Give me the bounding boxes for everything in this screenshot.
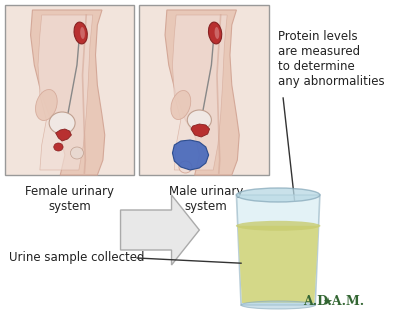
Ellipse shape xyxy=(74,22,87,44)
Text: Urine sample collected: Urine sample collected xyxy=(9,252,145,265)
Polygon shape xyxy=(191,124,210,137)
Ellipse shape xyxy=(236,221,320,231)
Polygon shape xyxy=(236,195,320,305)
Ellipse shape xyxy=(54,143,63,151)
Polygon shape xyxy=(120,195,199,265)
Text: Protein levels
are measured
to determine
any abnormalities: Protein levels are measured to determine… xyxy=(278,30,385,88)
Ellipse shape xyxy=(208,22,222,44)
Ellipse shape xyxy=(70,147,84,159)
Text: ★: ★ xyxy=(322,298,332,308)
Ellipse shape xyxy=(179,161,192,173)
Ellipse shape xyxy=(171,91,191,119)
Polygon shape xyxy=(172,15,227,170)
Text: A.D.A.M.: A.D.A.M. xyxy=(303,295,364,308)
Ellipse shape xyxy=(241,301,315,309)
Polygon shape xyxy=(172,140,209,170)
Bar xyxy=(5,5,134,175)
Polygon shape xyxy=(30,10,105,175)
Text: Female urinary
system: Female urinary system xyxy=(25,185,114,213)
Ellipse shape xyxy=(36,90,57,121)
Ellipse shape xyxy=(215,27,219,39)
Ellipse shape xyxy=(49,112,75,134)
Ellipse shape xyxy=(80,27,85,39)
Polygon shape xyxy=(56,129,71,141)
Bar xyxy=(139,5,269,175)
Polygon shape xyxy=(165,10,239,175)
Polygon shape xyxy=(38,15,93,170)
Text: Male urinary
system: Male urinary system xyxy=(169,185,243,213)
Ellipse shape xyxy=(187,110,211,130)
Polygon shape xyxy=(238,226,318,303)
Ellipse shape xyxy=(236,188,320,202)
